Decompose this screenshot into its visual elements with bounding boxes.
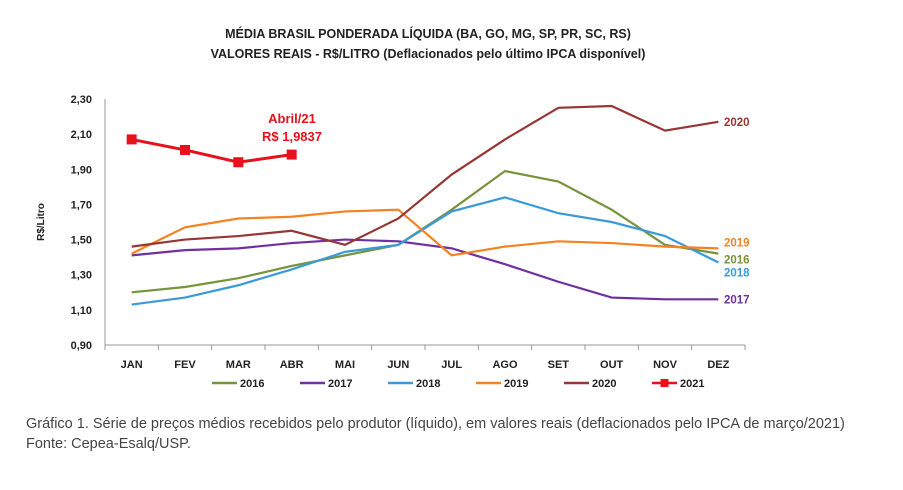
series-end-label: 2017	[724, 294, 750, 306]
x-tick-label: JUL	[441, 359, 462, 371]
legend-label: 2018	[416, 378, 440, 390]
series-end-label: 2016	[724, 255, 750, 267]
chart-title-line: VALORES REAIS - R$/LITRO (Deflacionados …	[211, 47, 646, 61]
series-line-2017	[131, 238, 719, 301]
x-tick-label: JAN	[121, 359, 143, 371]
line-chart: MÉDIA BRASIL PONDERADA LÍQUIDA (BA, GO, …	[36, 26, 750, 390]
x-tick-label: SET	[548, 359, 570, 371]
chart-title-line: MÉDIA BRASIL PONDERADA LÍQUIDA (BA, GO, …	[225, 26, 631, 41]
legend-label: 2017	[328, 378, 352, 390]
series-end-label: 2018	[724, 267, 750, 279]
legend-label: 2021	[680, 378, 704, 390]
caption-source: Fonte: Cepea-Esalq/USP.	[26, 436, 191, 452]
y-tick-label: 2,10	[71, 129, 92, 141]
data-point-2021	[286, 149, 297, 160]
y-tick-label: 1,70	[71, 199, 92, 211]
annotation-label: Abril/21	[268, 111, 316, 126]
x-tick-label: DEZ	[707, 359, 729, 371]
y-tick-label: 0,90	[71, 340, 92, 352]
x-tick-label: MAR	[226, 359, 251, 371]
data-point-2021	[126, 134, 137, 145]
y-tick-label: 1,90	[71, 164, 92, 176]
series-line-2021	[131, 137, 292, 164]
data-point-2021	[233, 157, 244, 168]
x-tick-label: OUT	[600, 359, 624, 371]
y-tick-label: 1,50	[71, 235, 92, 247]
x-tick-label: MAI	[335, 359, 355, 371]
series-line-2020	[131, 104, 719, 248]
series-end-label: 2020	[724, 117, 750, 129]
y-tick-label: 1,30	[71, 270, 92, 282]
x-tick-label: JUN	[387, 359, 409, 371]
caption-text: Gráfico 1. Série de preços médios recebi…	[26, 416, 845, 432]
legend-marker-2021	[660, 379, 669, 387]
x-tick-label: AGO	[492, 359, 518, 371]
series-end-label: 2019	[724, 237, 750, 249]
x-tick-label: FEV	[174, 359, 196, 371]
data-point-2021	[180, 144, 190, 155]
x-tick-label: ABR	[280, 359, 304, 371]
legend-label: 2020	[592, 378, 616, 390]
series-line-2018	[131, 196, 719, 306]
figure-caption: Gráfico 1. Série de preços médios recebi…	[26, 414, 896, 454]
annotation-label: R$ 1,9837	[262, 129, 322, 144]
y-axis-label: R$/Litro	[36, 203, 47, 241]
legend-label: 2016	[240, 378, 264, 390]
x-tick-label: NOV	[653, 359, 678, 371]
legend-label: 2019	[504, 378, 528, 390]
y-tick-label: 1,10	[71, 305, 92, 317]
series-line-2019	[131, 208, 719, 257]
y-tick-label: 2,30	[71, 94, 92, 106]
